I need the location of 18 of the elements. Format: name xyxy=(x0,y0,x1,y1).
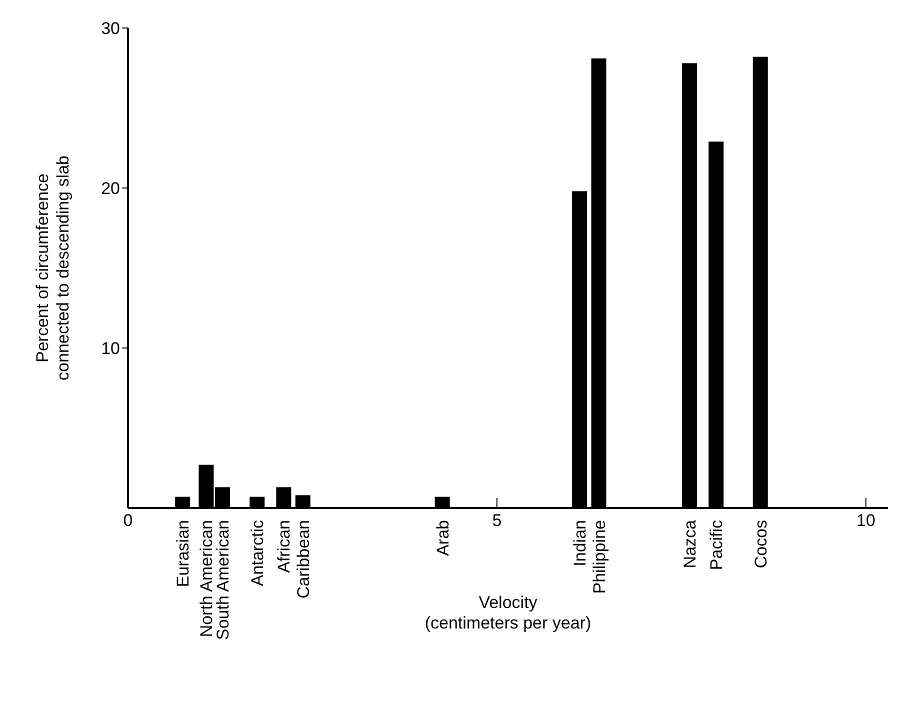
annotation: Arab xyxy=(433,520,452,556)
annotation: Antarctic xyxy=(248,520,268,586)
y-tick-label: 30 xyxy=(101,19,120,38)
annotation: Cocos xyxy=(751,520,770,568)
x-tick-label: 5 xyxy=(492,511,502,530)
annotation: African xyxy=(274,520,294,573)
x-tick-label: 0 xyxy=(123,511,133,530)
annotation: Eurasian xyxy=(174,520,193,588)
y-tick-label: 20 xyxy=(101,179,120,198)
y-tick-label: 10 xyxy=(101,339,120,358)
x-tick-label: 10 xyxy=(856,511,876,530)
annotation: Nazca xyxy=(680,519,700,568)
annotation: Philippine xyxy=(590,520,609,594)
x-axis-title: Velocity (centimeters per year) xyxy=(424,593,592,632)
annotation: Indian xyxy=(570,520,590,566)
y-axis-title: Percent of circumference connected to descending slab xyxy=(33,156,72,380)
annotation: Caribbean xyxy=(294,520,313,598)
annotation: Pacific xyxy=(707,520,726,570)
